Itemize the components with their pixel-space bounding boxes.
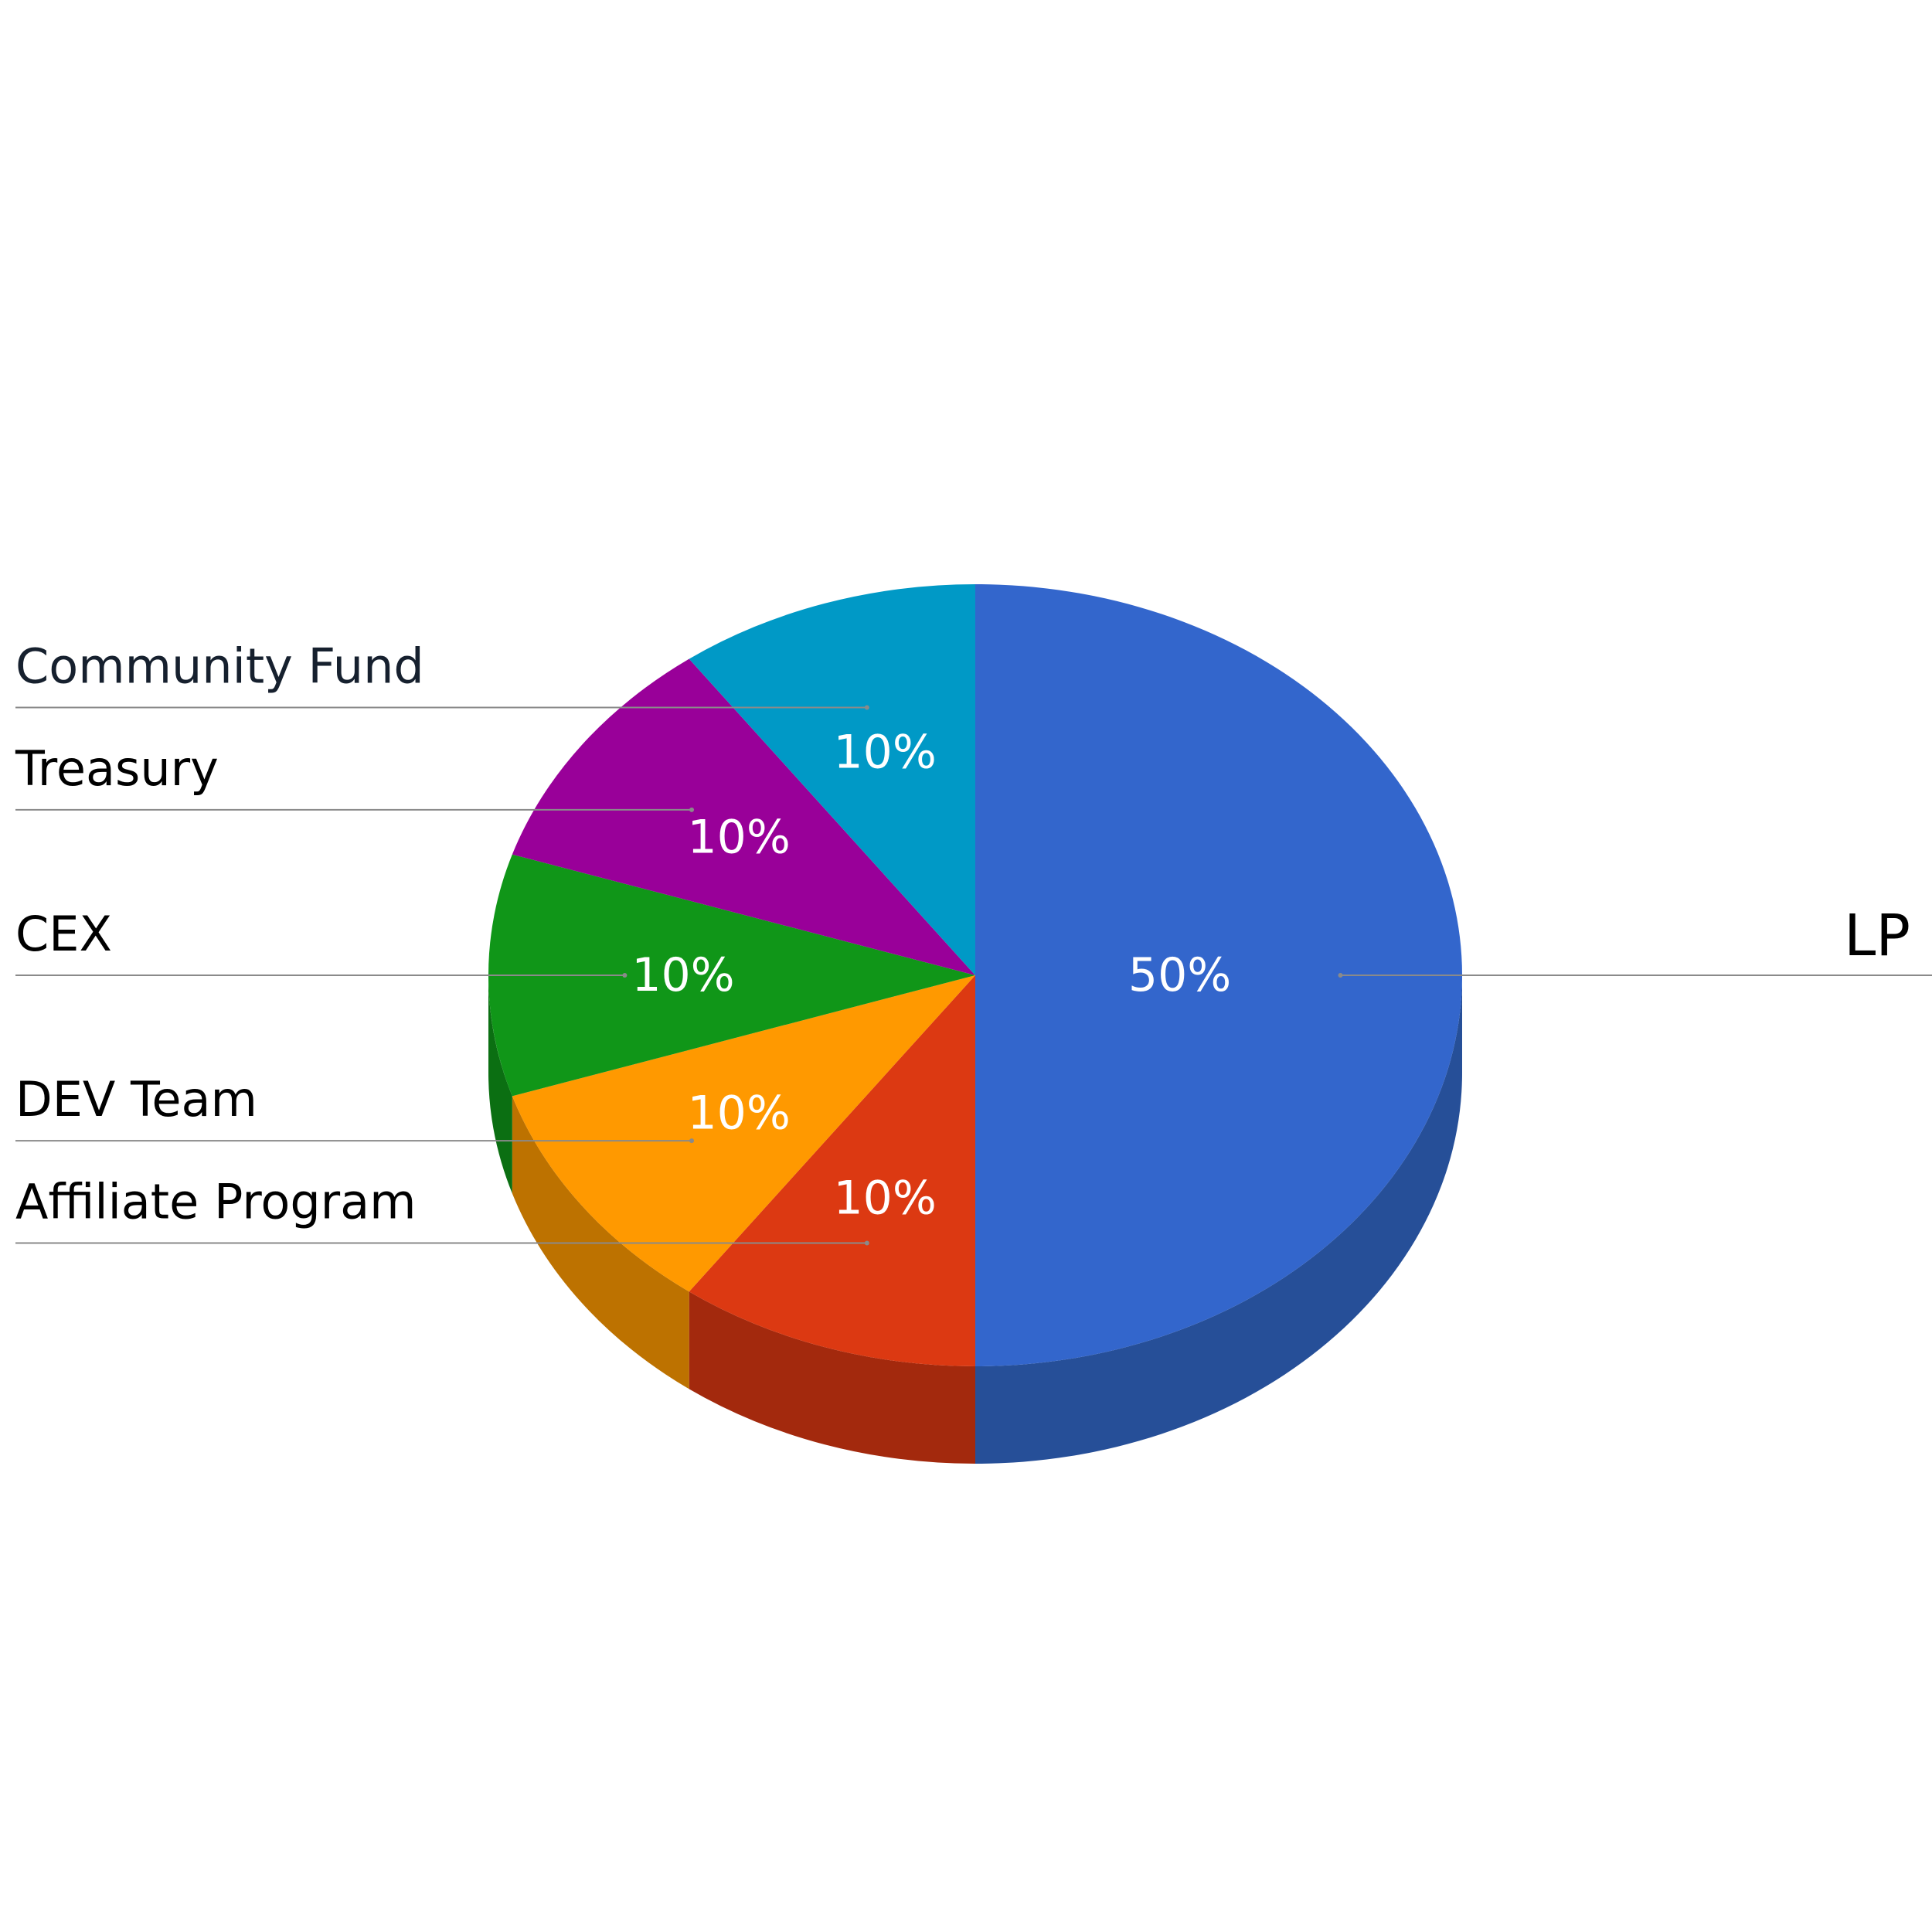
value-label-cex: 10% bbox=[631, 948, 734, 1002]
slice-value-labels: 50% 10% 10% 10% 10% 10% bbox=[631, 725, 1231, 1225]
category-label-treasury: Treasury bbox=[15, 740, 219, 797]
category-labels: LP Affiliate Program DEV Team CEX Treasury Co… bbox=[15, 638, 1910, 1230]
slice-community-fund bbox=[689, 584, 975, 975]
value-label-dev-team: 10% bbox=[688, 1086, 791, 1140]
category-label-affiliate-program: Affiliate Program bbox=[15, 1173, 417, 1230]
category-label-cex: CEX bbox=[15, 906, 112, 962]
value-label-community-fund: 10% bbox=[834, 725, 937, 779]
category-label-community-fund: Community Fund bbox=[15, 638, 424, 695]
category-label-dev-team: DEV Team bbox=[15, 1071, 257, 1128]
leader-dot-treasury bbox=[689, 807, 695, 812]
leader-lines bbox=[15, 705, 1932, 1246]
slice-affiliate-program bbox=[689, 975, 975, 1366]
pie-top-slices bbox=[488, 584, 1462, 1366]
leader-dot-cex bbox=[622, 973, 628, 978]
slice-treasury bbox=[512, 658, 975, 975]
value-label-lp: 50% bbox=[1128, 948, 1231, 1002]
slice-cex bbox=[488, 854, 975, 1097]
leader-dot-community-fund bbox=[864, 705, 869, 710]
slice-side-cex bbox=[488, 975, 512, 1194]
slice-side-affiliate-program bbox=[689, 1291, 975, 1464]
value-label-treasury: 10% bbox=[688, 811, 791, 865]
slice-dev-team bbox=[512, 975, 975, 1292]
value-label-affiliate-program: 10% bbox=[834, 1172, 937, 1226]
slice-lp bbox=[975, 584, 1462, 1366]
slice-side-lp bbox=[975, 975, 1462, 1464]
leader-dot-dev-team bbox=[689, 1138, 695, 1144]
leader-dot-affiliate-program bbox=[864, 1240, 869, 1246]
category-label-lp: LP bbox=[1844, 903, 1910, 969]
leader-dot-lp bbox=[1338, 973, 1343, 978]
